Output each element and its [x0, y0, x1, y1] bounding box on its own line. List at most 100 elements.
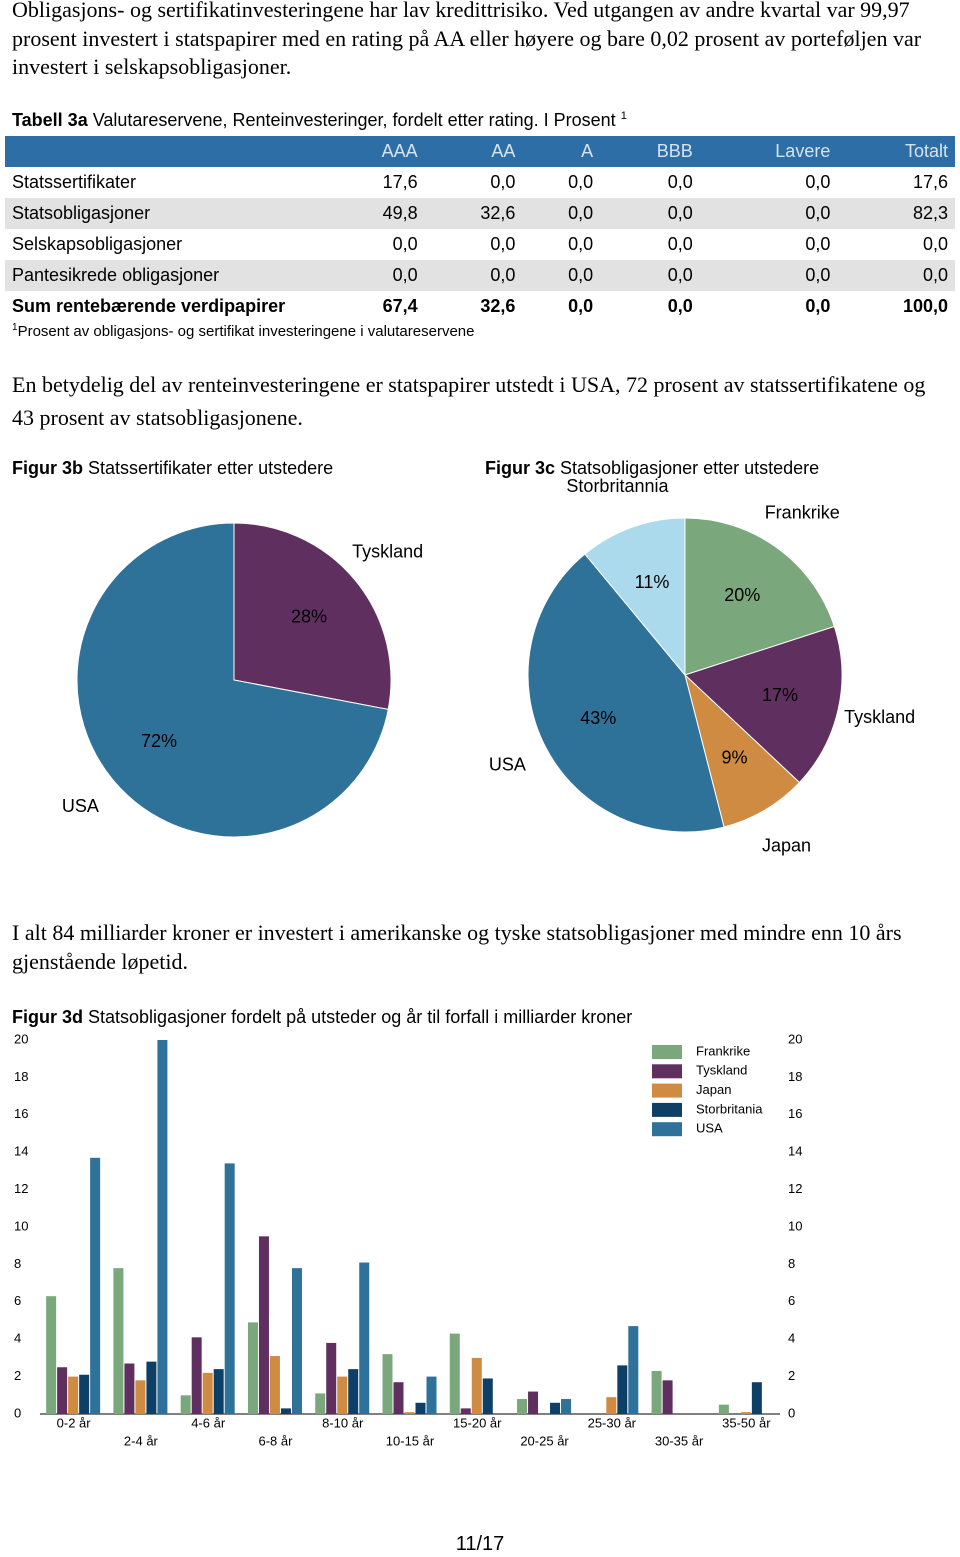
pie-slice — [584, 517, 686, 677]
pie-slice — [233, 522, 392, 711]
bar — [740, 1412, 751, 1414]
category-label: USA — [489, 754, 526, 774]
category-label: Japan — [762, 835, 811, 855]
legend-swatch — [652, 1045, 682, 1059]
table-cell: 0,0 — [600, 198, 700, 229]
table-cell: 0,0 — [837, 260, 955, 291]
paragraph: I alt 84 milliarder kroner er investert … — [12, 920, 902, 974]
bar — [337, 1376, 348, 1414]
y-tick-label: 6 — [788, 1293, 795, 1308]
value-label: 43% — [580, 708, 616, 728]
header-cell: A — [522, 136, 601, 167]
chart-title-text: Statsobligasjoner fordelt på utsteder og… — [88, 1007, 632, 1027]
bar — [662, 1380, 673, 1414]
bar — [382, 1354, 393, 1414]
bar — [191, 1337, 202, 1414]
table-cell: 0,0 — [568, 296, 594, 316]
pie-slice — [684, 517, 835, 676]
table-cell: 0,0 — [805, 234, 831, 254]
header-row: AAA AA A BBB Lavere Totalt — [5, 136, 955, 167]
table-cell: 17,6 — [382, 172, 418, 192]
bar — [550, 1402, 561, 1414]
table-row: Pantesikrede obligasjoner 0,0 0,0 0,0 0,0 0,0… — [5, 260, 955, 291]
table-cell: 0,0 — [522, 260, 601, 291]
table-title: Tabell 3a Valutareservene, Renteinvester… — [12, 110, 627, 131]
pie-slice — [527, 553, 725, 833]
bar — [57, 1367, 68, 1414]
table-cell: 0,0 — [490, 234, 516, 254]
x-tick-label: 2-4 år — [124, 1433, 159, 1448]
header-cell: AAA — [325, 136, 425, 167]
y-tick-label: 10 — [788, 1218, 802, 1233]
x-tick-label: 30-35 år — [655, 1433, 704, 1448]
bar — [258, 1236, 269, 1414]
value-label: 28% — [291, 607, 327, 627]
table-row: Sum rentebærende verdipapirer 67,4 32,6 0,0… — [5, 291, 955, 322]
legend-swatch — [652, 1102, 682, 1117]
table-cell: 0,0 — [922, 234, 948, 254]
footnote: 1Prosent av obligasjons- og sertifikat i… — [12, 322, 474, 340]
table-cell: 0,0 — [325, 260, 425, 291]
y-tick-label: 2 — [14, 1368, 21, 1383]
bar — [291, 1268, 302, 1414]
y-tick-label: 18 — [788, 1069, 802, 1084]
table-cell: Selskapsobligasjoner — [12, 234, 183, 254]
bar — [348, 1369, 359, 1414]
header-cell: Totalt — [837, 136, 955, 167]
y-tick-label: 4 — [14, 1331, 21, 1346]
table: AAA AA A BBB Lavere Totalt Statssertifikater 17… — [5, 136, 955, 322]
table-cell: 0,0 — [392, 234, 418, 254]
bar — [224, 1163, 235, 1414]
table-cell: 0,0 — [699, 198, 838, 229]
category-label: Tyskland — [844, 707, 915, 727]
y-tick-label: 0 — [14, 1405, 21, 1420]
x-tick-label: 10-15 år — [386, 1433, 435, 1448]
x-tick-label: 25-30 år — [588, 1415, 637, 1430]
table-cell: 0,0 — [568, 172, 594, 192]
bar — [247, 1322, 258, 1414]
chart-title: Figur 3b Statssertifikater etter utstede… — [12, 458, 333, 478]
footnote-mark: 1 — [620, 110, 627, 122]
category-label: USA — [62, 796, 99, 816]
page-number: 11/17 — [455, 1533, 505, 1555]
bar — [46, 1296, 57, 1414]
table-cell: 32,6 — [480, 296, 516, 316]
bar — [68, 1376, 79, 1414]
table-row: Statssertifikater 17,6 0,0 0,0 0,0 0,0 17,6 — [5, 167, 955, 198]
table-cell: 0,0 — [600, 260, 700, 291]
value-label: 72% — [141, 731, 177, 751]
bar — [79, 1374, 90, 1414]
y-tick-label: 14 — [14, 1144, 28, 1159]
bar — [326, 1342, 337, 1414]
header-cell: AA — [424, 136, 523, 167]
bar — [90, 1157, 101, 1414]
footnote-text: Prosent av obligasjons- og sertifikat in… — [17, 323, 475, 340]
bar — [606, 1397, 617, 1414]
x-tick-label: 15-20 år — [453, 1415, 502, 1430]
legend-swatch — [652, 1083, 682, 1098]
y-tick-label: 2 — [788, 1368, 795, 1383]
bar — [460, 1408, 471, 1414]
bar — [561, 1399, 572, 1414]
table-cell: 0,0 — [568, 234, 594, 254]
bar — [471, 1357, 482, 1414]
value-label: 17% — [762, 685, 798, 705]
y-tick-label: 18 — [14, 1069, 28, 1084]
bar — [751, 1382, 762, 1414]
pie-slice — [684, 625, 843, 784]
x-tick-label: 4-6 år — [191, 1415, 226, 1430]
y-tick-label: 0 — [788, 1405, 795, 1420]
legend-label: USA — [696, 1121, 723, 1136]
bar — [651, 1370, 662, 1414]
bar — [280, 1408, 291, 1414]
bar — [202, 1372, 213, 1414]
table-cell: 82,3 — [837, 198, 955, 229]
chart-label: Figur 3d — [12, 1007, 83, 1027]
chart-title: Figur 3d Statsobligasjoner fordelt på ut… — [12, 1007, 632, 1027]
y-tick-label: 4 — [788, 1331, 795, 1346]
legend-label: Japan — [696, 1082, 731, 1097]
header-cell: BBB — [600, 136, 700, 167]
table-cell: 0,0 — [424, 260, 523, 291]
table-cell: 0,0 — [805, 172, 831, 192]
footnote-mark: 1 — [12, 322, 18, 333]
